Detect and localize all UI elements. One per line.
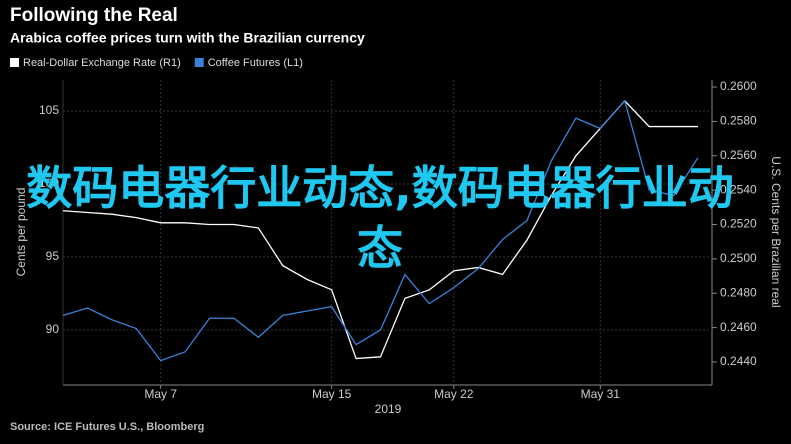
y2-tick-label: 0.2500 [720,251,757,265]
y-tick-label: 105 [39,103,59,117]
legend-label: Coffee Futures (L1) [208,57,303,69]
legend-label: Real-Dollar Exchange Rate (R1) [23,57,181,69]
x-axis-label: 2019 [375,402,402,416]
series-line [62,99,698,360]
y-axis-label: Cents per pound [14,188,28,277]
y-tick-label: 90 [46,322,60,336]
legend-swatch [194,58,204,67]
overlay-text: 数码电器行业动态,数码电器行业动态 [26,161,734,275]
x-tick-label: May 7 [144,387,177,401]
y2-tick-label: 0.2460 [720,320,757,334]
y2-tick-label: 0.2540 [720,182,757,196]
y-tick-label: 95 [46,249,60,263]
y2-tick-label: 0.2560 [720,148,757,162]
y2-tick-label: 0.2520 [720,217,757,231]
chart-title: Following the Real [10,5,178,26]
chart-subtitle: Arabica coffee prices turn with the Braz… [10,30,365,46]
y2-tick-label: 0.2480 [720,285,757,299]
source: Source: ICE Futures U.S., Bloomberg [10,421,204,433]
y2-axis-label: U.S. Cents per Brazilian real [769,156,783,307]
x-tick-label: May 22 [434,387,474,401]
x-tick-label: May 15 [312,387,352,401]
legend-swatch [10,58,19,67]
series-line [62,99,699,362]
y2-tick-label: 0.2580 [720,114,757,128]
x-tick-label: May 31 [581,387,621,401]
y2-tick-label: 0.2600 [720,79,757,93]
y2-tick-label: 0.2440 [720,354,757,368]
y-tick-label: 100 [39,176,59,190]
